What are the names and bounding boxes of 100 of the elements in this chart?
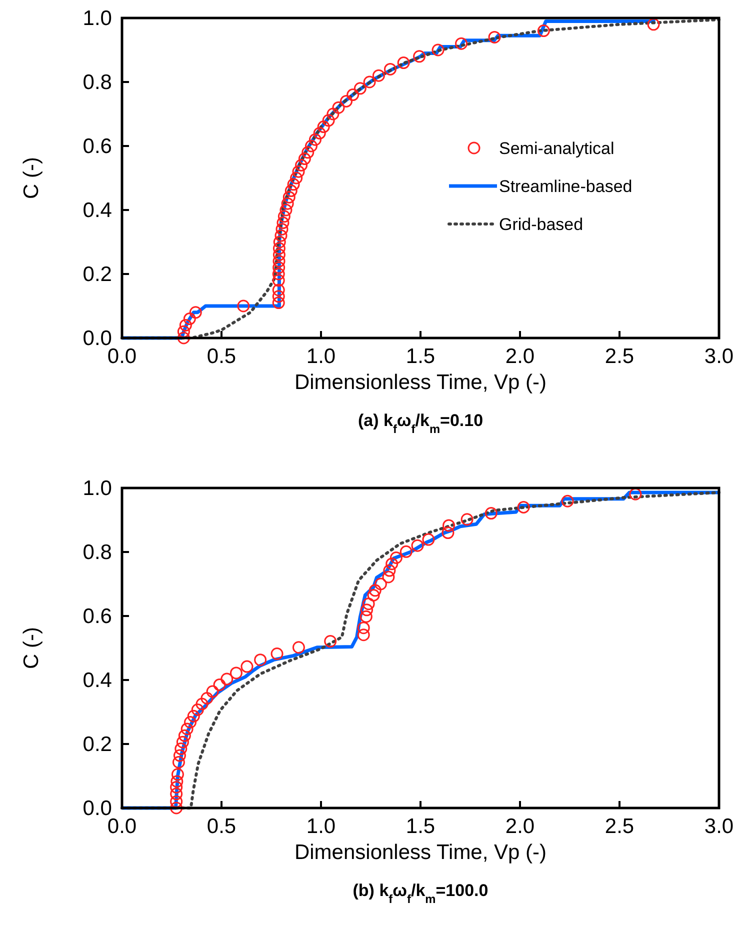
point xyxy=(360,604,374,616)
point xyxy=(313,126,326,140)
x-tick-label: 1.0 xyxy=(306,345,336,368)
point xyxy=(292,165,305,178)
x-tick-label: 3.0 xyxy=(704,815,734,838)
x-tick-label: 0.5 xyxy=(206,345,236,368)
point xyxy=(390,552,402,564)
text: (a) k$_{f}$ω$_{f}$/k$_{m}$=0.10 xyxy=(358,411,484,436)
point xyxy=(374,578,387,590)
point xyxy=(647,18,660,31)
point xyxy=(270,648,284,660)
point xyxy=(189,306,202,319)
point xyxy=(442,519,456,532)
point xyxy=(272,274,285,287)
point xyxy=(240,660,254,673)
point xyxy=(340,94,353,108)
point xyxy=(422,533,435,546)
point xyxy=(173,749,186,762)
point xyxy=(362,598,375,610)
y-tick-label: 0.6 xyxy=(82,605,112,628)
point xyxy=(170,775,184,788)
point xyxy=(177,332,190,344)
point xyxy=(442,526,454,540)
point xyxy=(213,678,226,692)
point xyxy=(180,722,194,736)
point xyxy=(191,704,204,716)
point xyxy=(276,216,290,230)
x-tick-label: 1.0 xyxy=(306,815,336,838)
point xyxy=(200,692,214,704)
point xyxy=(360,610,372,623)
point xyxy=(346,88,360,102)
point xyxy=(629,488,642,500)
text: (b) k$_{f}$ω$_{f}$/k$_{m}$=100.0 xyxy=(352,881,488,906)
point xyxy=(272,290,285,303)
y-tick-label: 0.2 xyxy=(82,263,112,286)
x-tick-label: 2.5 xyxy=(604,815,634,838)
x-tick-label: 2.0 xyxy=(505,345,535,368)
point xyxy=(372,69,385,82)
point xyxy=(272,284,285,296)
point xyxy=(517,500,530,514)
point xyxy=(305,140,318,152)
x-tick-label: 1.5 xyxy=(406,345,436,368)
point xyxy=(397,56,410,70)
x-axis-title: Dimensionless Time, Vp (-) xyxy=(294,371,547,394)
point xyxy=(354,82,366,95)
y-axis-title: C (-) xyxy=(20,627,43,669)
point xyxy=(400,545,412,558)
point xyxy=(488,30,501,44)
point xyxy=(326,108,340,120)
y-axis-title: C (-) xyxy=(20,157,43,199)
point xyxy=(177,325,190,338)
point xyxy=(171,768,184,781)
point xyxy=(561,494,574,508)
point xyxy=(276,222,288,236)
point xyxy=(357,628,370,642)
point xyxy=(187,710,200,722)
x-axis-title: Dimensionless Time, Vp (-) xyxy=(294,841,547,864)
point xyxy=(272,254,286,268)
y-tick-label: 0.2 xyxy=(82,733,112,756)
point xyxy=(230,666,242,680)
x-tick-label: 0.5 xyxy=(206,815,236,838)
y-tick-label: 1.0 xyxy=(82,7,112,30)
y-tick-label: 0.4 xyxy=(82,669,112,692)
point xyxy=(357,622,370,634)
point xyxy=(282,190,296,204)
y-tick-label: 0.8 xyxy=(82,541,112,564)
y-tick-label: 1.0 xyxy=(82,477,112,500)
point xyxy=(272,268,285,280)
point xyxy=(317,120,330,134)
point xyxy=(413,50,426,63)
point xyxy=(220,672,234,686)
x-tick-label: 2.0 xyxy=(505,815,535,838)
point xyxy=(383,564,396,577)
point xyxy=(178,729,191,742)
point xyxy=(460,513,474,526)
point xyxy=(172,756,185,768)
point xyxy=(196,698,208,710)
point xyxy=(284,184,298,198)
point xyxy=(287,178,300,191)
point xyxy=(290,172,303,184)
point xyxy=(254,654,267,666)
y-tick-label: 0.6 xyxy=(82,135,112,158)
x-tick-label: 1.5 xyxy=(406,815,436,838)
point xyxy=(237,300,250,312)
x-tick-label: 2.5 xyxy=(604,345,634,368)
point xyxy=(274,229,288,242)
point xyxy=(292,641,305,654)
point xyxy=(411,539,424,552)
point xyxy=(281,197,294,210)
point xyxy=(170,802,183,814)
y-tick-label: 0.4 xyxy=(82,199,112,222)
x-tick-label: 3.0 xyxy=(704,345,734,368)
point xyxy=(170,795,183,808)
point xyxy=(537,24,550,38)
point xyxy=(384,62,396,76)
point xyxy=(308,133,322,146)
point xyxy=(382,570,395,584)
point xyxy=(183,312,196,326)
point xyxy=(206,685,219,698)
point xyxy=(322,114,335,127)
